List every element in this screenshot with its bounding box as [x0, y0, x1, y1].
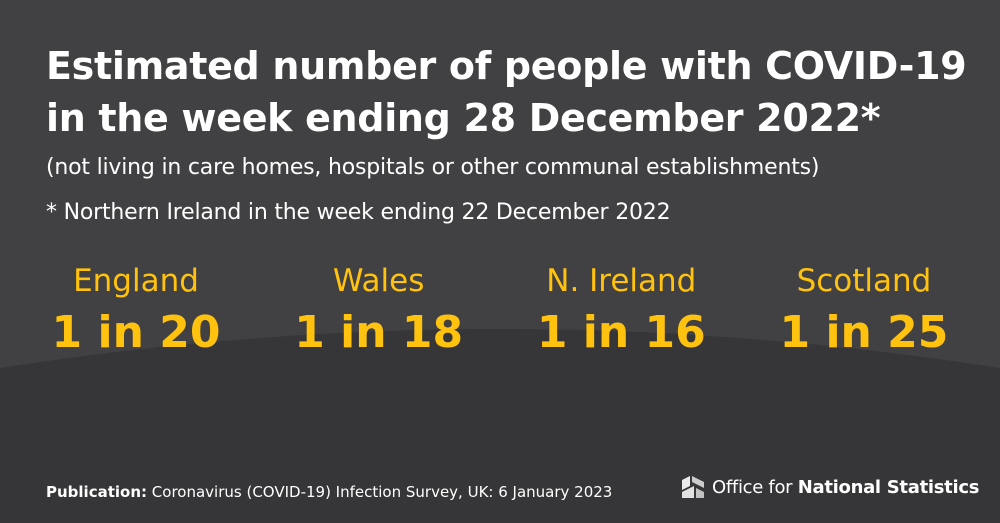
title-line-2: in the week ending 28 December 2022*	[46, 96, 881, 140]
publication-text: Coronavirus (COVID-19) Infection Survey,…	[151, 483, 613, 501]
stat-label: Wales	[332, 263, 425, 299]
stat-wales: Wales 1 in 18	[258, 260, 500, 362]
stat-label: England	[73, 263, 199, 299]
stat-value: 1 in 16	[536, 307, 706, 358]
page-title: Estimated number of people with COVID-19…	[46, 40, 976, 144]
stat-label: Scotland	[796, 263, 932, 299]
stat-label: N. Ireland	[546, 263, 697, 299]
ons-logo-icon	[682, 476, 704, 498]
logo-text-regular: Office for	[712, 476, 798, 498]
publication-footer: Publication: Coronavirus (COVID-19) Infe…	[46, 482, 612, 502]
stat-england: England 1 in 20	[15, 260, 257, 362]
stats-row: England 1 in 20 Wales 1 in 18 N. Ireland…	[15, 260, 985, 362]
stat-value: 1 in 18	[294, 307, 464, 358]
stat-value: 1 in 20	[51, 307, 221, 358]
logo-text-bold: National Statistics	[797, 476, 980, 498]
stat-scotland: Scotland 1 in 25	[743, 260, 985, 362]
subtitle: (not living in care homes, hospitals or …	[46, 155, 820, 180]
publication-label: Publication:	[46, 483, 148, 501]
stat-northern-ireland: N. Ireland 1 in 16	[500, 260, 742, 362]
ons-logo: Office for National Statistics	[680, 474, 979, 500]
ons-logo-text: Office for National Statistics	[712, 477, 979, 498]
stat-value: 1 in 25	[779, 307, 949, 358]
footnote: * Northern Ireland in the week ending 22…	[46, 200, 671, 225]
title-line-1: Estimated number of people with COVID-19	[46, 44, 967, 88]
